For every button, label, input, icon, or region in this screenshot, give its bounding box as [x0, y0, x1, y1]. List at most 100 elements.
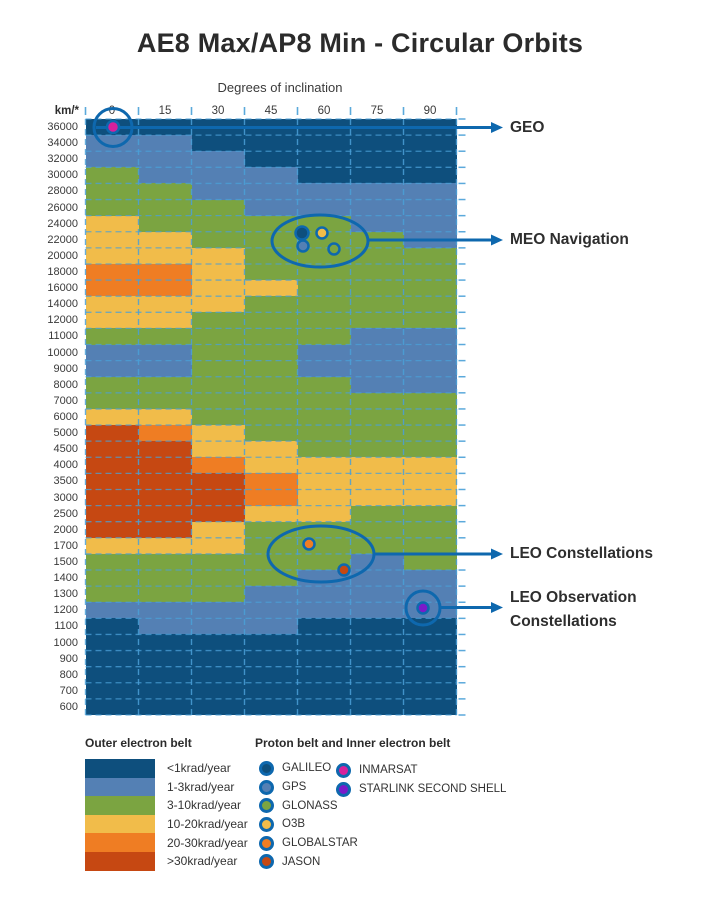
y-tick-label: 34000	[47, 137, 78, 150]
heatmap-cell	[350, 505, 404, 522]
heatmap-cell	[297, 183, 351, 200]
o3b-marker-icon	[259, 816, 274, 832]
heatmap-cell	[350, 553, 404, 571]
heatmap-cell	[85, 199, 139, 216]
heatmap-cell	[403, 586, 457, 603]
x-tick-label: 15	[158, 105, 172, 117]
heatmap-cell	[403, 263, 457, 281]
heatmap-cell	[138, 586, 192, 603]
heatmap-cell	[138, 280, 192, 297]
heatmap-cell	[191, 537, 245, 554]
heatmap-cell	[138, 553, 192, 571]
y-tick-label: 800	[59, 668, 78, 681]
heatmap-cell	[350, 215, 404, 232]
y-tick-label: 22000	[47, 233, 78, 246]
heatmap-cell	[85, 441, 139, 458]
y-tick-label: 18000	[47, 266, 78, 279]
heatmap-cell	[297, 247, 351, 264]
heatmap-cell	[403, 167, 457, 184]
y-tick-label: 20000	[47, 249, 78, 262]
legend-swatch	[85, 833, 155, 852]
heatmap-cell	[297, 521, 351, 538]
heatmap-cell	[403, 360, 457, 377]
heatmap-cell	[403, 666, 457, 683]
heatmap-cell	[138, 215, 192, 232]
legend-swatch-label: 10-20krad/year	[167, 817, 248, 832]
legend-satellite-item: JASON	[259, 852, 358, 871]
legend-outer-item: 20-30krad/year	[85, 833, 248, 852]
heatmap-cell	[85, 553, 139, 571]
y-tick-label: 12000	[47, 314, 78, 327]
legend-outer-item: 3-10krad/year	[85, 796, 248, 815]
heatmap-cell	[244, 344, 298, 361]
heatmap-cell	[350, 682, 404, 699]
heatmap-cell	[85, 183, 139, 200]
legend-outer-item: 1-3krad/year	[85, 777, 248, 797]
legend-swatch-label: <1krad/year	[167, 761, 231, 776]
heatmap-cell	[297, 263, 351, 281]
heatmap-cell	[350, 457, 404, 474]
heatmap-cell	[350, 570, 404, 587]
heatmap-cell	[85, 521, 139, 538]
legend-proton-header: Proton belt and Inner electron belt	[255, 736, 451, 750]
heatmap-cell	[297, 392, 351, 409]
heatmap-cell	[403, 489, 457, 506]
heatmap-cell	[244, 392, 298, 409]
heatmap-cell	[403, 344, 457, 361]
heatmap-cell	[85, 151, 139, 168]
heatmap-cell	[85, 570, 139, 587]
legend-proton-col1: GALILEO GPS GLONASS O3B GLOBALSTAR JASON	[259, 759, 358, 871]
heatmap-cell	[244, 215, 298, 232]
y-tick-label: 2000	[53, 523, 78, 536]
heatmap-cell	[85, 280, 139, 297]
heatmap-cell	[191, 521, 245, 538]
leo-label: LEO Constellations	[510, 545, 653, 562]
heatmap-cell	[85, 215, 139, 232]
heatmap-cell	[350, 586, 404, 603]
heatmap-cell	[138, 231, 192, 248]
heatmap-cell	[297, 296, 351, 313]
heatmap-cell	[244, 618, 298, 635]
legend-swatch	[85, 759, 155, 778]
heatmap-cell	[85, 505, 139, 522]
heatmap-cell	[403, 151, 457, 168]
y-axis-unit: km/*	[54, 105, 79, 117]
y-tick-label: 14000	[47, 298, 78, 311]
heatmap-cell	[350, 280, 404, 297]
legend-swatch-label: 1-3krad/year	[167, 779, 235, 794]
meo-arrow-head	[491, 234, 503, 246]
legend-satellite-label: GALILEO	[282, 762, 332, 775]
y-tick-label: 8000	[53, 378, 78, 391]
heatmap-cell	[138, 119, 192, 136]
heatmap-cell	[403, 328, 457, 345]
heatmap-cell	[297, 553, 351, 571]
heatmap-cell	[138, 537, 192, 554]
heatmap-cell	[138, 570, 192, 587]
heatmap-cell	[403, 634, 457, 651]
heatmap-cell	[191, 215, 245, 232]
heatmap-cell	[403, 537, 457, 554]
y-tick-label: 4000	[53, 459, 78, 472]
heatmap-cell	[244, 441, 298, 458]
gps-marker-icon	[259, 779, 274, 795]
heatmap-cell	[403, 408, 457, 426]
heatmap-cell	[350, 666, 404, 683]
heatmap-cell	[403, 602, 457, 619]
heatmap-cell	[403, 698, 457, 715]
heatmap-cell	[297, 312, 351, 329]
heatmap-cell	[191, 167, 245, 184]
legend-satellite-item: GALILEO	[259, 759, 358, 778]
y-tick-label: 16000	[47, 282, 78, 295]
legend-satellite-item: GLONASS	[259, 796, 358, 815]
y-tick-label: 1200	[53, 604, 78, 617]
legend-outer-list: <1krad/year 1-3krad/year 3-10krad/year 10-2…	[85, 759, 248, 871]
legend-swatch	[85, 814, 155, 834]
heatmap-cell	[297, 489, 351, 506]
heatmap-cell	[244, 634, 298, 651]
legend-outer-item: >30krad/year	[85, 851, 248, 871]
legend-swatch	[85, 796, 155, 815]
y-tick-label: 9000	[53, 362, 78, 375]
heatmap-cell	[85, 682, 139, 699]
heatmap-cell	[85, 344, 139, 361]
x-tick-label: 60	[317, 105, 331, 117]
